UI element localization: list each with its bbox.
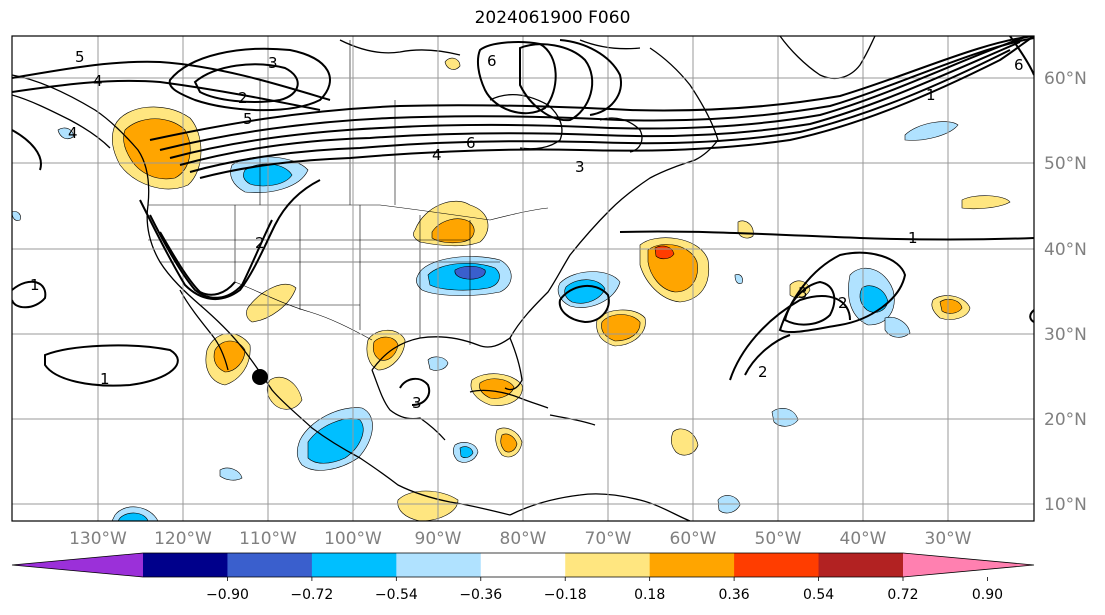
colorbar-outline	[11, 552, 1035, 578]
contour-label: 2	[238, 89, 248, 107]
anomaly-shading	[12, 57, 1011, 521]
colorbar-tick-label: 0.18	[634, 587, 665, 603]
colorbar-segment	[143, 553, 228, 577]
contour-label: 4	[68, 124, 78, 142]
lat-label: 30°N	[1044, 325, 1087, 345]
colorbar-segment	[818, 553, 904, 577]
contour-label: 1	[926, 86, 936, 104]
colorbar-segment	[311, 553, 397, 577]
contour-label: 2	[758, 363, 768, 381]
colorbar-segment	[565, 553, 651, 577]
colorbar-segment	[227, 553, 313, 577]
contour-label: 6	[466, 134, 476, 152]
lat-label: 50°N	[1044, 154, 1087, 174]
location-marker-icon	[252, 369, 268, 385]
contour-label: 4	[432, 146, 442, 164]
lat-label: 10°N	[1044, 495, 1087, 515]
colorbar-tick-label: −0.18	[544, 587, 587, 603]
colorbar: −0.90 −0.72 −0.54 −0.36 −0.18 0.18 0.36 0.54 0.7…	[11, 552, 1035, 603]
colorbar-tick-label: −0.72	[290, 587, 333, 603]
lon-label: 120°W	[154, 529, 212, 549]
colorbar-extend-low	[12, 553, 143, 577]
lon-label: 70°W	[585, 529, 632, 549]
colorbar-segment	[734, 553, 820, 577]
colorbar-tick-label: −0.54	[375, 587, 418, 603]
colorbar-tick-label: −0.90	[206, 587, 249, 603]
contour-label: 1	[100, 370, 110, 388]
contour-label: 1	[30, 276, 40, 294]
colorbar-tick-label: 0.90	[972, 587, 1003, 603]
contour-label: 2	[838, 294, 848, 312]
lon-label: 50°W	[755, 529, 802, 549]
colorbar-tick-label: 0.36	[719, 587, 750, 603]
longitude-labels: 130°W 120°W 110°W 100°W 90°W 80°W 70°W 6…	[69, 529, 972, 549]
lat-label: 20°N	[1044, 410, 1087, 430]
colorbar-extend-high	[903, 553, 1034, 577]
contour-label: 5	[243, 110, 253, 128]
contour-label: 2	[255, 234, 265, 252]
lat-label: 60°N	[1044, 69, 1087, 89]
colorbar-tick-label: 0.72	[887, 587, 918, 603]
borders	[148, 40, 549, 345]
contour-label: 5	[75, 48, 85, 66]
contour-label: 6	[1014, 56, 1024, 74]
lon-label: 90°W	[415, 529, 462, 549]
lon-label: 40°W	[840, 529, 887, 549]
colorbar-segment	[480, 553, 566, 577]
contour-label: 3	[268, 54, 278, 72]
colorbar-segment	[649, 553, 735, 577]
colorbar-tick-label: 0.54	[803, 587, 834, 603]
lon-label: 100°W	[324, 529, 382, 549]
lon-label: 80°W	[500, 529, 547, 549]
contours	[12, 36, 1034, 406]
contour-label: 3	[412, 394, 422, 412]
contour-label: 1	[908, 229, 918, 247]
contour-labels: 5 4 3 2 5 6 4 3 1 1 1 2 2 2 3 6 1 4 6 3	[30, 48, 1024, 412]
contour-label: 3	[798, 284, 808, 302]
map-frame	[11, 35, 1035, 522]
lat-label: 40°N	[1044, 240, 1087, 260]
colorbar-tick-label: −0.36	[459, 587, 502, 603]
contour-label: 4	[93, 72, 103, 90]
lon-label: 130°W	[69, 529, 127, 549]
contour-label: 6	[487, 52, 497, 70]
lon-label: 30°W	[925, 529, 972, 549]
map-title: 2024061900 F060	[474, 8, 631, 28]
latitude-labels: 60°N 50°N 40°N 30°N 20°N 10°N	[1044, 69, 1087, 515]
lon-label: 110°W	[239, 529, 297, 549]
contour-label: 3	[575, 158, 585, 176]
lon-label: 60°W	[670, 529, 717, 549]
colorbar-segment	[396, 553, 482, 577]
